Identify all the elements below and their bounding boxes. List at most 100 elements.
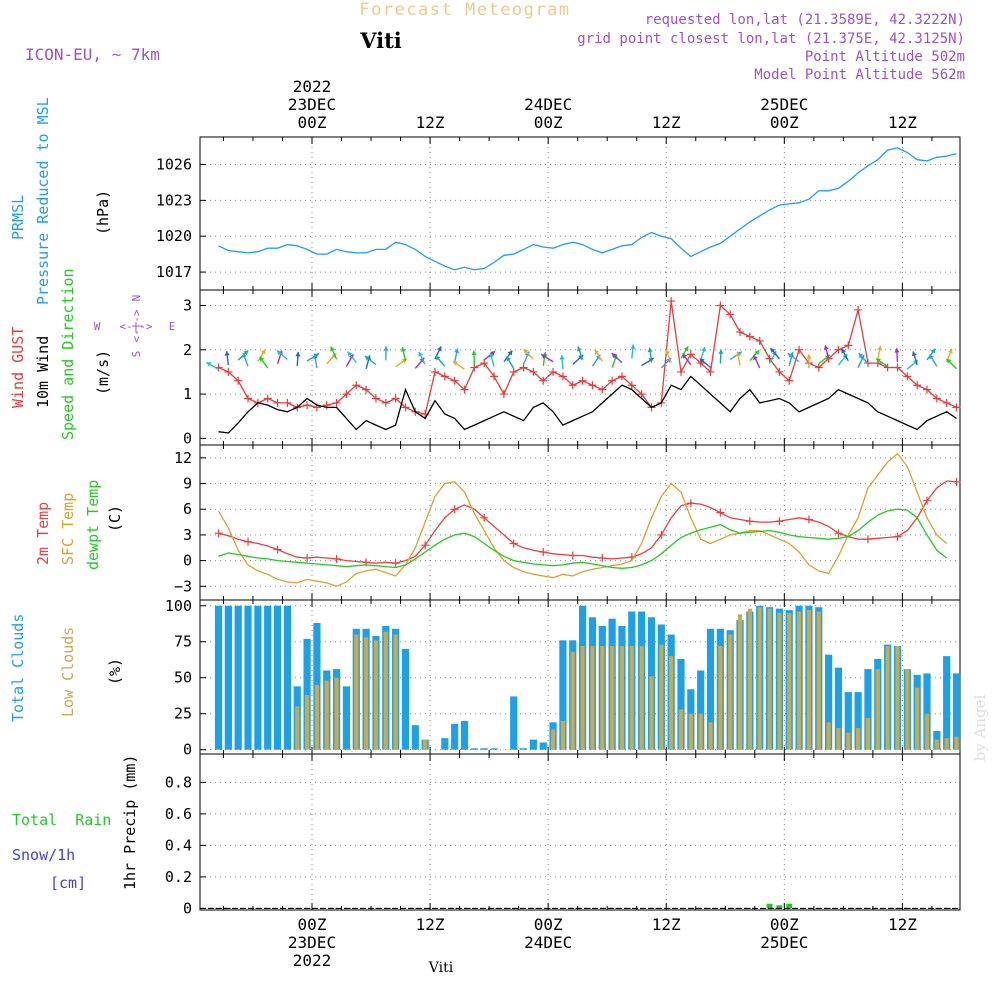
point-marker (755, 336, 764, 345)
time-label: 12Z (888, 113, 917, 132)
point-marker (283, 398, 292, 407)
bar-total-clouds (952, 673, 961, 750)
point-marker (332, 554, 341, 563)
point-marker (224, 367, 233, 376)
wind-arrow-head (753, 355, 758, 361)
point-marker (421, 541, 430, 550)
compass-legend: N <-|-> S W <-|-> E (94, 295, 176, 358)
wind-arrow-head (507, 350, 513, 356)
wind-arrow-head (947, 348, 953, 354)
bar-total-clouds (234, 605, 242, 750)
bar-total-clouds (864, 669, 872, 750)
point-marker (568, 551, 577, 560)
wind-10m-label: 10m Wind (34, 336, 52, 408)
bar-low-clouds (826, 722, 831, 750)
wind-arrow-head (823, 345, 829, 351)
pressure-panel: 1017 1020 1023 1026 (156, 136, 961, 291)
point-marker (391, 394, 400, 403)
wind-arrow-head (435, 355, 441, 361)
bar-total-clouds (834, 667, 843, 750)
wind-arrow-head (259, 356, 265, 362)
time-label: 12Z (652, 915, 681, 934)
y-tick-label: 1020 (156, 227, 192, 245)
time-label: 2022 (293, 951, 332, 970)
bar-low-clouds (669, 656, 674, 750)
wind-arrow-head (471, 350, 477, 356)
bar-low-clouds (649, 676, 654, 750)
point-marker (244, 394, 253, 403)
total-clouds-label: Total Clouds (9, 614, 27, 722)
bar-total-clouds (559, 640, 567, 750)
bar-low-clouds (678, 709, 684, 750)
point-marker (893, 363, 902, 372)
y-tick-label: 0 (183, 552, 192, 570)
wind-arrow-head (206, 362, 212, 367)
bar-low-clouds (383, 631, 388, 750)
bar-total-clouds (697, 670, 705, 750)
bar-low-clouds (373, 640, 379, 750)
point-marker (617, 372, 626, 381)
point-marker (598, 385, 607, 394)
point-marker (588, 381, 597, 390)
y-tick-label: 0 (183, 899, 192, 917)
y-tick-label: 1017 (156, 263, 192, 281)
y-tick-label: 1 (183, 385, 192, 403)
point-marker (381, 398, 390, 407)
bar-low-clouds (796, 611, 802, 750)
bar-low-clouds (570, 651, 575, 750)
point-marker (775, 367, 784, 376)
point-marker (883, 363, 892, 372)
series-line-prmsl (218, 147, 957, 271)
bar-low-clouds (314, 684, 320, 750)
point-marker (263, 394, 272, 403)
compass-south: S (130, 351, 143, 358)
bar-low-clouds (580, 646, 585, 750)
wind-arrow-head (260, 349, 266, 355)
point-marker (932, 394, 941, 403)
point-marker (608, 376, 617, 385)
bar-total-clouds (519, 748, 528, 750)
point-marker (509, 539, 518, 548)
point-marker (942, 398, 951, 407)
point-marker (539, 376, 548, 385)
bar-total-rain (766, 903, 773, 909)
wind-arrow-head (682, 353, 688, 359)
point-marker (736, 328, 745, 337)
y-tick-label: 12 (174, 449, 192, 467)
clouds-panel: 0 25 50 75 100 (165, 597, 961, 759)
point-marker (401, 403, 410, 412)
bar-low-clouds (304, 694, 310, 750)
time-label: 00Z (298, 915, 327, 934)
bar-total-clouds (460, 720, 469, 750)
point-marker (480, 359, 489, 368)
wind-arrow-head (276, 350, 282, 356)
point-marker (834, 345, 843, 354)
time-label: 00Z (770, 113, 799, 132)
bar-total-clouds (254, 605, 262, 750)
series-line-10m-wind (218, 375, 957, 434)
bar-low-clouds (590, 646, 595, 750)
bar-low-clouds (708, 722, 713, 750)
point-marker (775, 517, 784, 526)
wind-arrow-head (454, 348, 460, 354)
y-tick-label: 0.2 (165, 868, 192, 886)
bar-low-clouds (875, 669, 880, 750)
wind-arrow-head (841, 348, 846, 354)
point-marker (863, 535, 872, 544)
point-marker (470, 363, 479, 372)
bar-low-clouds (787, 612, 792, 750)
wind-arrow-head (647, 347, 653, 353)
y-tick-label: 3 (183, 297, 192, 315)
point-marker (519, 363, 528, 372)
point-marker (490, 372, 499, 381)
wind-arrow-head (858, 353, 864, 359)
bar-total-clouds (401, 648, 410, 750)
bar-low-clouds (393, 634, 398, 750)
point-marker (745, 517, 754, 526)
wind-arrow-head (770, 347, 776, 353)
bar-total-clouds (342, 686, 351, 750)
wind-arrow-head (224, 351, 230, 356)
bar-low-clouds (629, 646, 634, 750)
time-label: 12Z (888, 915, 917, 934)
wind-arrow-head (929, 354, 935, 360)
